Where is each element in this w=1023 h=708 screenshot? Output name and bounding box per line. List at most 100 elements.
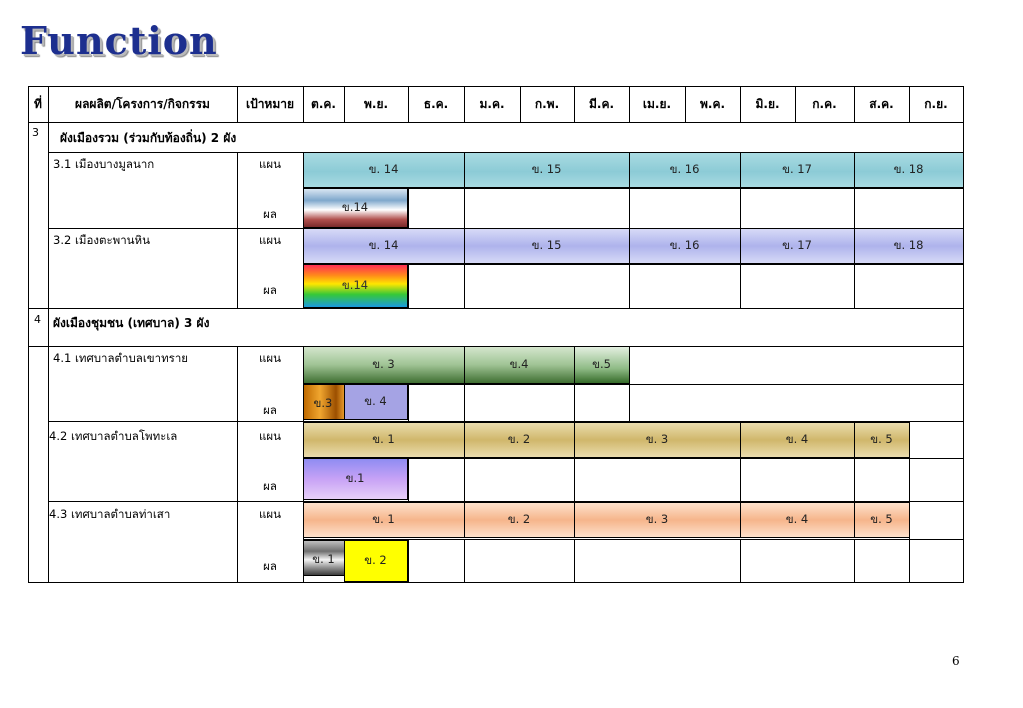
- grid-line: [464, 384, 465, 421]
- grid-line: [629, 86, 630, 122]
- grid-line: [303, 264, 964, 265]
- grid-line: [28, 346, 964, 347]
- plan-bar: ข. 5: [853, 422, 910, 458]
- grid-line: [629, 264, 630, 308]
- header-month: ธ.ค.: [423, 96, 449, 111]
- page-number: 6: [952, 654, 960, 668]
- grid-line: [740, 86, 741, 122]
- grid-line: [464, 188, 465, 228]
- plan-bar: ข. 2: [463, 502, 575, 538]
- grid-line: [408, 458, 409, 501]
- grid-line: [408, 264, 409, 308]
- plan-bar: ข. 18: [853, 228, 964, 264]
- result-bar: ข.3: [302, 384, 345, 420]
- grid-line: [303, 346, 304, 583]
- grid-line: [303, 188, 964, 189]
- grid-line: [303, 458, 964, 459]
- header-month: ส.ค.: [869, 96, 894, 111]
- plan-bar: ข. 18: [853, 152, 964, 188]
- grid-line: [408, 86, 409, 122]
- grid-line: [408, 384, 409, 421]
- grid-line: [574, 86, 575, 122]
- section-number: 4: [34, 313, 41, 326]
- plan-bar: ข.5: [573, 346, 630, 384]
- grid-line: [685, 86, 686, 122]
- grid-line: [574, 539, 575, 582]
- header-month: มิ.ย.: [755, 96, 780, 111]
- header-month: ต.ค.: [311, 96, 336, 111]
- plan-label: แผน: [258, 507, 281, 521]
- grid-line: [795, 86, 796, 122]
- grid-line: [48, 86, 49, 122]
- header-month: มี.ค.: [588, 96, 615, 111]
- header-month: เม.ย.: [642, 96, 672, 111]
- grid-line: [464, 86, 465, 122]
- result-bar: ข. 4: [343, 384, 408, 420]
- grid-line: [854, 264, 855, 308]
- grid-line: [48, 122, 49, 152]
- grid-line: [854, 539, 855, 582]
- header-month: พ.ค.: [699, 96, 726, 111]
- grid-line: [48, 346, 49, 583]
- grid-line: [237, 152, 238, 308]
- header-no: ที่: [34, 96, 42, 111]
- grid-line: [237, 346, 238, 583]
- grid-line: [909, 501, 910, 582]
- grid-line: [303, 539, 964, 540]
- grid-line: [48, 501, 964, 502]
- plan-bar: ข. 15: [463, 152, 630, 188]
- grid-line: [464, 539, 465, 582]
- header-item: ผลผลิต/โครงการ/กิจกรรม: [75, 96, 210, 111]
- plan-bar: ข. 16: [628, 228, 741, 264]
- table-border: [28, 122, 964, 123]
- header-month: ก.ค.: [812, 96, 837, 111]
- grid-line: [48, 152, 49, 308]
- grid-line: [344, 86, 345, 122]
- item-label: 4.2 เทศบาลตำบลโพทะเล: [49, 429, 178, 443]
- grid-line: [520, 86, 521, 122]
- grid-line: [574, 384, 575, 421]
- result-bar: ข.14: [302, 188, 408, 228]
- result-label: ผล: [263, 207, 277, 221]
- header-month: พ.ย.: [363, 96, 389, 111]
- plan-bar: ข. 14: [302, 228, 465, 264]
- plan-bar: ข. 4: [739, 422, 855, 458]
- page-title: Function: [20, 18, 218, 63]
- grid-line: [854, 86, 855, 122]
- grid-line: [48, 421, 964, 422]
- result-bar: ข. 2: [343, 540, 408, 582]
- section-title: ผังเมืองรวม (ร่วมกับท้องถิ่น) 2 ผัง: [60, 131, 237, 145]
- grid-line: [629, 188, 630, 228]
- plan-bar: ข. 1: [302, 422, 465, 458]
- plan-label: แผน: [258, 351, 281, 365]
- plan-bar: ข. 4: [739, 502, 855, 538]
- result-label: ผล: [263, 559, 277, 573]
- grid-line: [909, 421, 910, 501]
- grid-line: [28, 308, 964, 309]
- grid-line: [48, 308, 49, 346]
- section-title: ผังเมืองชุมชน (เทศบาล) 3 ผัง: [53, 316, 210, 330]
- grid-line: [574, 458, 575, 501]
- result-label: ผล: [263, 283, 277, 297]
- plan-bar: ข. 17: [739, 228, 855, 264]
- table-border: [28, 86, 29, 583]
- result-label: ผล: [263, 403, 277, 417]
- grid-line: [740, 188, 741, 228]
- plan-bar: ข. 2: [463, 422, 575, 458]
- result-label: ผล: [263, 479, 277, 493]
- grid-line: [303, 384, 964, 385]
- section-number: 3: [32, 126, 39, 139]
- grid-line: [854, 188, 855, 228]
- item-label: 3.1 เมืองบางมูลนาก: [53, 157, 155, 171]
- item-label: 4.1 เทศบาลตำบลเขาทราย: [53, 351, 189, 365]
- plan-bar: ข. 14: [302, 152, 465, 188]
- plan-bar: ข. 3: [302, 346, 465, 384]
- grid-line: [464, 264, 465, 308]
- grid-line: [237, 86, 238, 122]
- grid-line: [303, 152, 304, 308]
- grid-line: [740, 264, 741, 308]
- plan-bar: ข. 3: [573, 502, 741, 538]
- header-month: ม.ค.: [479, 96, 505, 111]
- result-bar: ข.14: [302, 264, 408, 308]
